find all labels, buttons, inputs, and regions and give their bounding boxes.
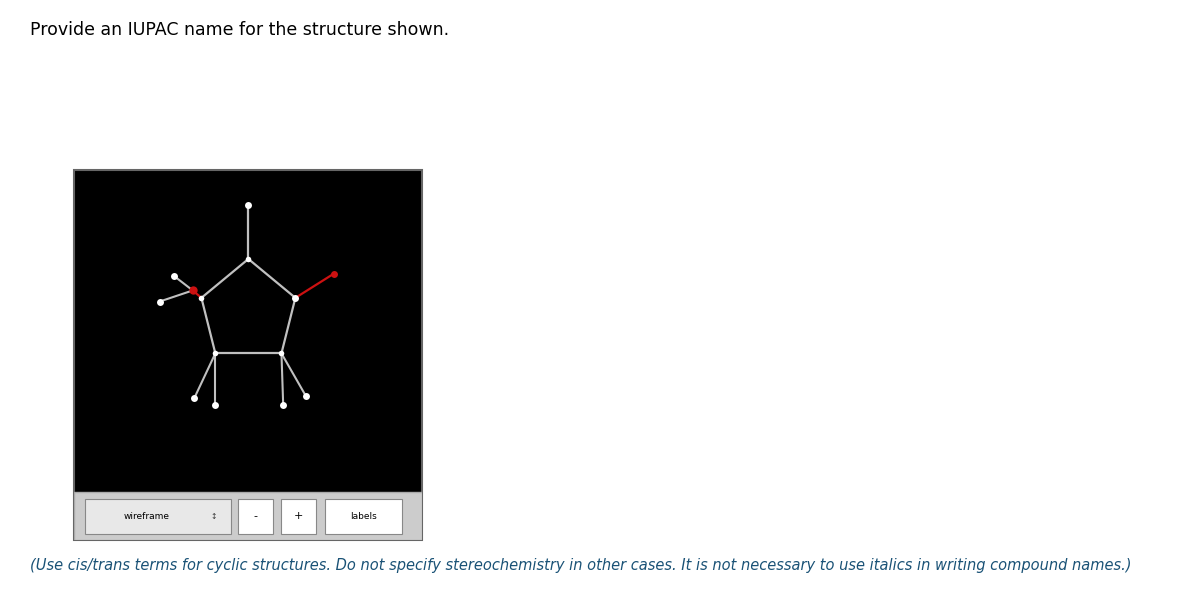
Text: +: + xyxy=(294,511,304,521)
Text: -: - xyxy=(253,511,257,521)
Text: labels: labels xyxy=(350,512,377,521)
FancyBboxPatch shape xyxy=(74,492,422,540)
FancyBboxPatch shape xyxy=(74,170,422,540)
FancyBboxPatch shape xyxy=(85,499,230,534)
FancyBboxPatch shape xyxy=(238,499,272,534)
FancyBboxPatch shape xyxy=(282,499,317,534)
Text: ↕: ↕ xyxy=(210,512,217,521)
Text: wireframe: wireframe xyxy=(124,512,169,521)
Text: Provide an IUPAC name for the structure shown.: Provide an IUPAC name for the structure … xyxy=(30,21,449,39)
Text: (Use cis/trans terms for cyclic structures. Do not specify stereochemistry in ot: (Use cis/trans terms for cyclic structur… xyxy=(30,558,1132,573)
FancyBboxPatch shape xyxy=(325,499,402,534)
